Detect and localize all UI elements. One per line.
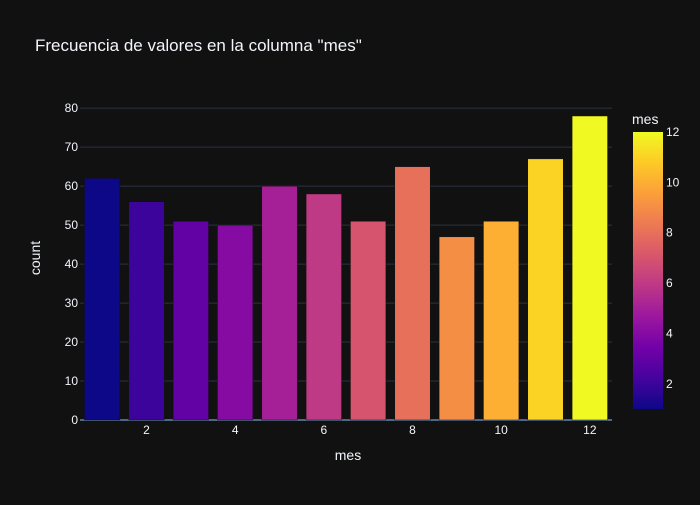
x-axis-title: mes — [335, 447, 361, 463]
y-axis-title: count — [27, 241, 43, 275]
chart-title: Frecuencia de valores en la columna "mes… — [35, 36, 362, 55]
bar — [527, 158, 564, 421]
bar — [350, 220, 387, 421]
x-tick-label: 8 — [409, 423, 416, 437]
grid-lines — [80, 107, 612, 421]
x-tick-label: 2 — [143, 423, 150, 437]
bar — [571, 115, 608, 421]
colorbar-title: mes — [632, 111, 658, 127]
bar — [305, 193, 342, 421]
colorbar: mes 2 4 6 8 10 12 — [632, 111, 680, 409]
y-tick-label: 10 — [65, 374, 79, 388]
colorbar-tick-label: 12 — [666, 125, 680, 139]
x-axis: 2 4 6 8 10 12 — [143, 423, 597, 437]
colorbar-tick-label: 4 — [666, 326, 673, 340]
bar — [438, 236, 475, 421]
y-tick-label: 20 — [65, 335, 79, 349]
bar — [128, 201, 165, 421]
y-tick-label: 0 — [71, 413, 78, 427]
x-tick-label: 6 — [320, 423, 327, 437]
colorbar-tick-label: 8 — [666, 226, 673, 240]
x-tick-label: 10 — [494, 423, 508, 437]
y-tick-label: 30 — [65, 296, 79, 310]
bar — [483, 220, 520, 421]
colorbar-tick-label: 2 — [666, 377, 673, 391]
bars — [84, 115, 608, 421]
bar — [172, 220, 209, 421]
y-tick-label: 80 — [65, 101, 79, 115]
y-tick-label: 50 — [65, 218, 79, 232]
colorbar-tick-label: 6 — [666, 276, 673, 290]
x-tick-label: 4 — [232, 423, 239, 437]
bar — [261, 185, 298, 421]
bar — [394, 166, 431, 421]
x-tick-label: 12 — [583, 423, 597, 437]
y-tick-label: 40 — [65, 257, 79, 271]
colorbar-tick-label: 10 — [666, 175, 680, 189]
y-tick-label: 70 — [65, 140, 79, 154]
bar — [84, 178, 121, 421]
y-tick-label: 60 — [65, 179, 79, 193]
colorbar-gradient — [633, 132, 663, 409]
y-axis: 0 10 20 30 40 50 60 70 80 — [65, 101, 79, 427]
bar — [217, 224, 254, 421]
